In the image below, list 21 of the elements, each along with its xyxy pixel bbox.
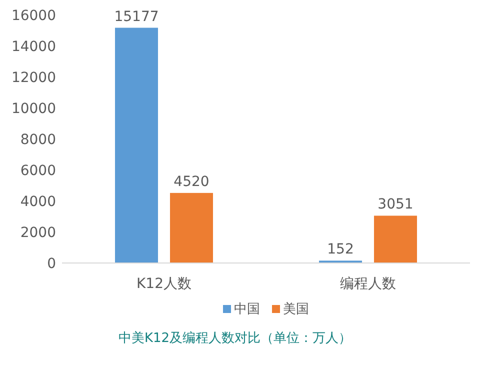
data-label: 4520 bbox=[174, 174, 210, 190]
data-label: 15177 bbox=[114, 8, 159, 25]
y-tick-label: 16000 bbox=[11, 8, 56, 24]
legend-label: 中国 bbox=[234, 302, 260, 317]
text: 中美K12及编程人数对比（单位：万人） bbox=[118, 330, 352, 346]
y-tick-label: 12000 bbox=[11, 70, 56, 86]
y-tick-label: 4000 bbox=[20, 194, 56, 210]
y-tick-label: 6000 bbox=[20, 163, 56, 179]
y-tick-label: 10000 bbox=[11, 101, 56, 117]
y-tick-label: 14000 bbox=[11, 39, 56, 55]
y-tick-label: 0 bbox=[47, 256, 56, 272]
data-label: 3051 bbox=[378, 196, 414, 213]
data-label: 152 bbox=[327, 242, 354, 258]
y-tick-label: 2000 bbox=[20, 225, 56, 241]
x-tick-label: K12人数 bbox=[136, 276, 192, 292]
bar bbox=[170, 192, 213, 263]
bar bbox=[374, 216, 417, 263]
legend-label: 美国 bbox=[283, 301, 309, 317]
y-tick-label: 8000 bbox=[20, 132, 56, 148]
x-tick-label: 编程人数 bbox=[340, 276, 396, 292]
bar bbox=[115, 28, 158, 263]
